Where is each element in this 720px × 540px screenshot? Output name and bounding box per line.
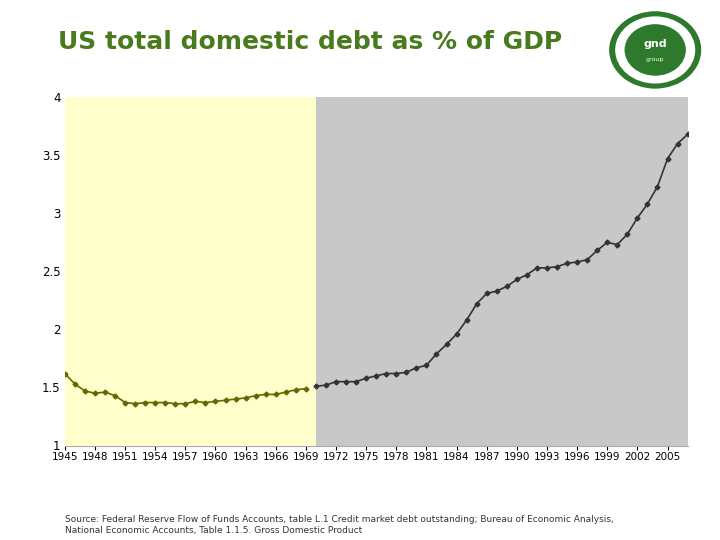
- Text: gnd: gnd: [644, 39, 667, 49]
- Text: US total domestic debt as % of GDP: US total domestic debt as % of GDP: [58, 30, 562, 54]
- Text: Source: Federal Reserve Flow of Funds Accounts, table L.1 Credit market debt out: Source: Federal Reserve Flow of Funds Ac…: [65, 515, 613, 535]
- Circle shape: [611, 12, 700, 87]
- Bar: [316, 97, 688, 446]
- Circle shape: [616, 17, 695, 83]
- Bar: [65, 97, 316, 446]
- Circle shape: [625, 25, 685, 75]
- Text: group: group: [646, 57, 665, 62]
